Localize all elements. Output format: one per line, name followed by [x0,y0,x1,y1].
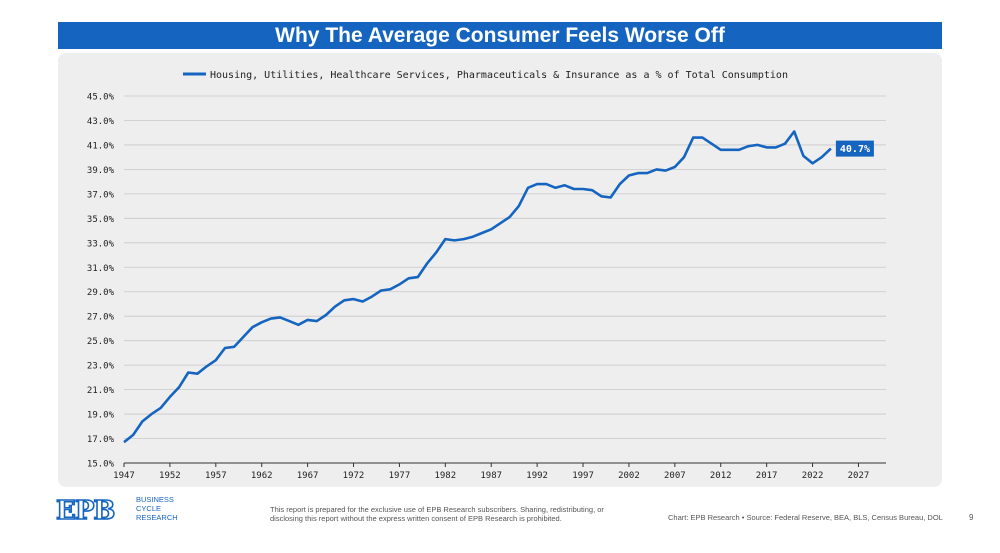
y-tick-label: 19.0% [87,411,115,421]
y-tick-label: 45.0% [87,93,115,103]
logo-sub-line: RESEARCH [136,513,178,522]
y-tick-label: 39.0% [87,166,115,176]
y-tick-label: 21.0% [87,386,115,396]
epb-logo: EPB [55,495,116,527]
x-tick-label: 2027 [848,471,870,481]
x-tick-label: 1997 [572,471,594,481]
y-tick-label: 29.0% [87,288,115,298]
x-tick-label: 1977 [389,471,411,481]
x-tick-label: 2012 [710,471,732,481]
logo-subtitle: BUSINESS CYCLE RESEARCH [136,495,178,522]
logo-sub-line: CYCLE [136,504,162,513]
y-tick-label: 17.0% [87,435,115,445]
y-tick-label: 31.0% [87,264,115,274]
end-value-badge [835,140,874,157]
legend-label: Housing, Utilities, Healthcare Services,… [210,70,788,81]
x-tick-label: 1972 [343,471,365,481]
y-tick-label: 25.0% [87,337,115,347]
x-tick-label: 1992 [526,471,548,481]
y-tick-label: 33.0% [87,239,115,249]
x-tick-label: 1952 [159,471,181,481]
x-tick-label: 1947 [113,471,135,481]
chart-title-banner: Why The Average Consumer Feels Worse Off [58,22,942,49]
x-tick-label: 2022 [802,471,824,481]
chart-panel: 15.0% 17.0% 19.0% 21.0% 23.0% 25.0% 27.0% 29.0%… [58,53,942,487]
y-tick-label: 37.0% [87,190,115,200]
disclaimer-text: This report is prepared for the exclusiv… [270,505,604,523]
source-text: Chart: EPB Research • Source: Federal Re… [668,513,943,522]
x-tick-label: 2017 [756,471,778,481]
x-tick-label: 2002 [618,471,640,481]
y-tick-label: 35.0% [87,215,115,225]
series-line [123,130,832,444]
y-tick-label: 43.0% [87,117,115,127]
page-number: 9 [969,513,974,522]
y-tick-label: 15.0% [87,460,115,470]
x-tick-label: 2007 [664,471,686,481]
x-tick-label: 1957 [205,471,227,481]
y-tick-label: 27.0% [87,313,115,323]
x-tick-label: 1967 [297,471,319,481]
x-tick-label: 1962 [251,471,273,481]
y-tick-label: 41.0% [87,141,115,151]
logo-sub-line: BUSINESS [136,495,174,504]
y-tick-label: 23.0% [87,362,115,372]
end-value-label: 40.7% [840,144,870,155]
x-tick-label: 1987 [480,471,502,481]
x-tick-label: 1982 [434,471,456,481]
line-chart: 15.0% 17.0% 19.0% 21.0% 23.0% 25.0% 27.0% 29.0%… [87,70,886,481]
